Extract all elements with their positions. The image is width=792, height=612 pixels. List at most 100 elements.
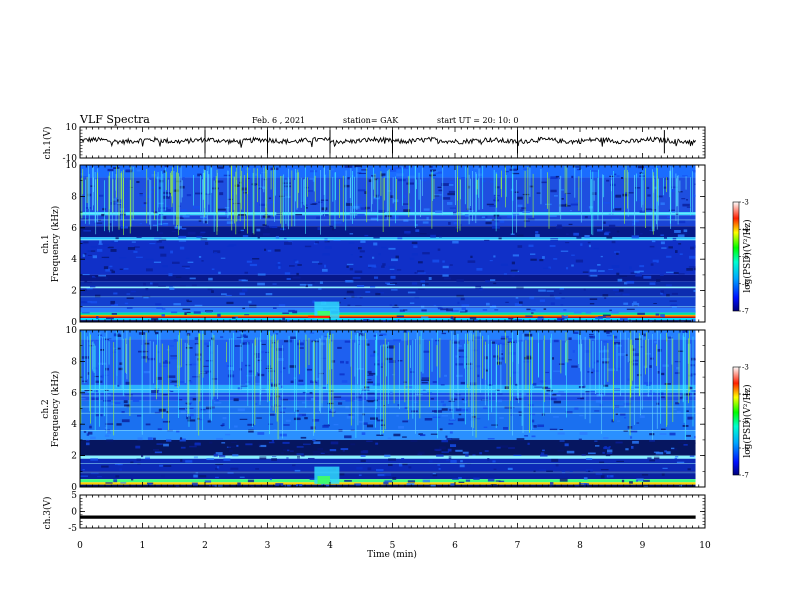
noise-speck — [486, 302, 490, 306]
noise-speck — [414, 272, 417, 274]
noise-speck — [329, 410, 336, 414]
noise-speck — [675, 402, 680, 405]
noise-speck — [392, 476, 397, 480]
freq-band — [80, 330, 696, 340]
noise-speck — [169, 345, 174, 347]
noise-speck — [663, 186, 667, 189]
noise-speck — [257, 359, 262, 362]
noise-speck — [499, 417, 504, 420]
noise-speck — [123, 400, 128, 404]
noise-speck — [430, 234, 436, 238]
noise-speck — [630, 412, 633, 414]
noise-speck — [283, 424, 290, 426]
noise-speck — [590, 274, 598, 277]
noise-speck — [238, 231, 242, 234]
noise-speck — [591, 330, 599, 332]
noise-speck — [641, 473, 649, 476]
noise-speck — [442, 403, 446, 407]
noise-speck — [621, 479, 625, 483]
noise-speck — [318, 288, 322, 290]
noise-speck — [83, 289, 87, 292]
noise-speck — [559, 440, 565, 442]
noise-speck — [449, 180, 455, 184]
noise-speck — [365, 291, 371, 294]
noise-speck — [607, 449, 613, 453]
noise-speck — [570, 203, 579, 206]
noise-speck — [268, 379, 274, 381]
noise-speck — [139, 223, 142, 225]
noise-speck — [531, 309, 536, 311]
noise-speck — [516, 438, 525, 441]
noise-speck — [221, 293, 227, 296]
noise-speck — [223, 174, 231, 177]
noise-speck — [344, 184, 350, 188]
station-label: station= GAK — [343, 116, 399, 125]
noise-speck — [620, 318, 628, 321]
noise-speck — [526, 355, 532, 357]
noise-speck — [398, 463, 403, 467]
noise-speck — [102, 207, 106, 211]
noise-speck — [442, 265, 449, 269]
noise-speck — [686, 268, 693, 271]
noise-speck — [151, 186, 156, 189]
noise-speck — [264, 214, 269, 217]
noise-speck — [230, 192, 237, 195]
noise-speck — [607, 368, 616, 372]
noise-speck — [220, 257, 226, 259]
noise-speck — [242, 235, 249, 237]
noise-speck — [429, 484, 436, 487]
noise-speck — [181, 265, 190, 267]
noise-speck — [402, 203, 409, 205]
noise-speck — [254, 173, 258, 176]
noise-speck — [656, 279, 661, 282]
noise-speck — [210, 406, 215, 409]
noise-speck — [452, 341, 460, 344]
noise-speck — [268, 423, 274, 425]
noise-speck — [178, 240, 187, 242]
noise-speck — [637, 165, 645, 169]
noise-speck — [521, 207, 527, 210]
colorbar-tick-label: -6 — [742, 280, 749, 288]
noise-speck — [409, 302, 415, 304]
noise-speck — [284, 331, 290, 335]
noise-speck — [312, 439, 316, 442]
noise-speck — [278, 266, 281, 269]
noise-speck — [602, 451, 605, 454]
noise-speck — [175, 276, 182, 278]
noise-speck — [332, 227, 335, 231]
noise-speck — [141, 454, 144, 458]
noise-speck — [315, 241, 319, 244]
noise-speck — [452, 240, 459, 244]
noise-speck — [355, 203, 362, 206]
noise-speck — [258, 187, 262, 190]
noise-speck — [366, 400, 375, 402]
noise-speck — [442, 274, 449, 277]
noise-speck — [682, 393, 690, 397]
noise-speck — [160, 207, 168, 209]
noise-speck — [673, 272, 679, 275]
x-tick-label: 4 — [327, 541, 333, 551]
noise-speck — [310, 203, 317, 205]
noise-speck — [630, 430, 638, 433]
noise-speck — [615, 293, 621, 295]
noise-speck — [616, 175, 620, 178]
noise-speck — [186, 194, 192, 197]
noise-speck — [84, 253, 87, 255]
noise-speck — [103, 266, 109, 270]
noise-speck — [214, 485, 223, 487]
noise-speck — [588, 452, 596, 455]
noise-speck — [500, 445, 509, 448]
noise-speck — [364, 191, 367, 195]
noise-speck — [557, 224, 562, 228]
noise-speck — [234, 345, 242, 347]
noise-speck — [186, 413, 194, 417]
noise-speck — [138, 350, 146, 353]
noise-speck — [432, 259, 440, 263]
noise-speck — [254, 403, 258, 405]
noise-speck — [324, 246, 332, 250]
noise-speck — [220, 336, 224, 338]
noise-speck — [317, 447, 323, 451]
noise-speck — [206, 345, 210, 347]
noise-speck — [156, 376, 163, 380]
noise-speck — [574, 407, 579, 410]
